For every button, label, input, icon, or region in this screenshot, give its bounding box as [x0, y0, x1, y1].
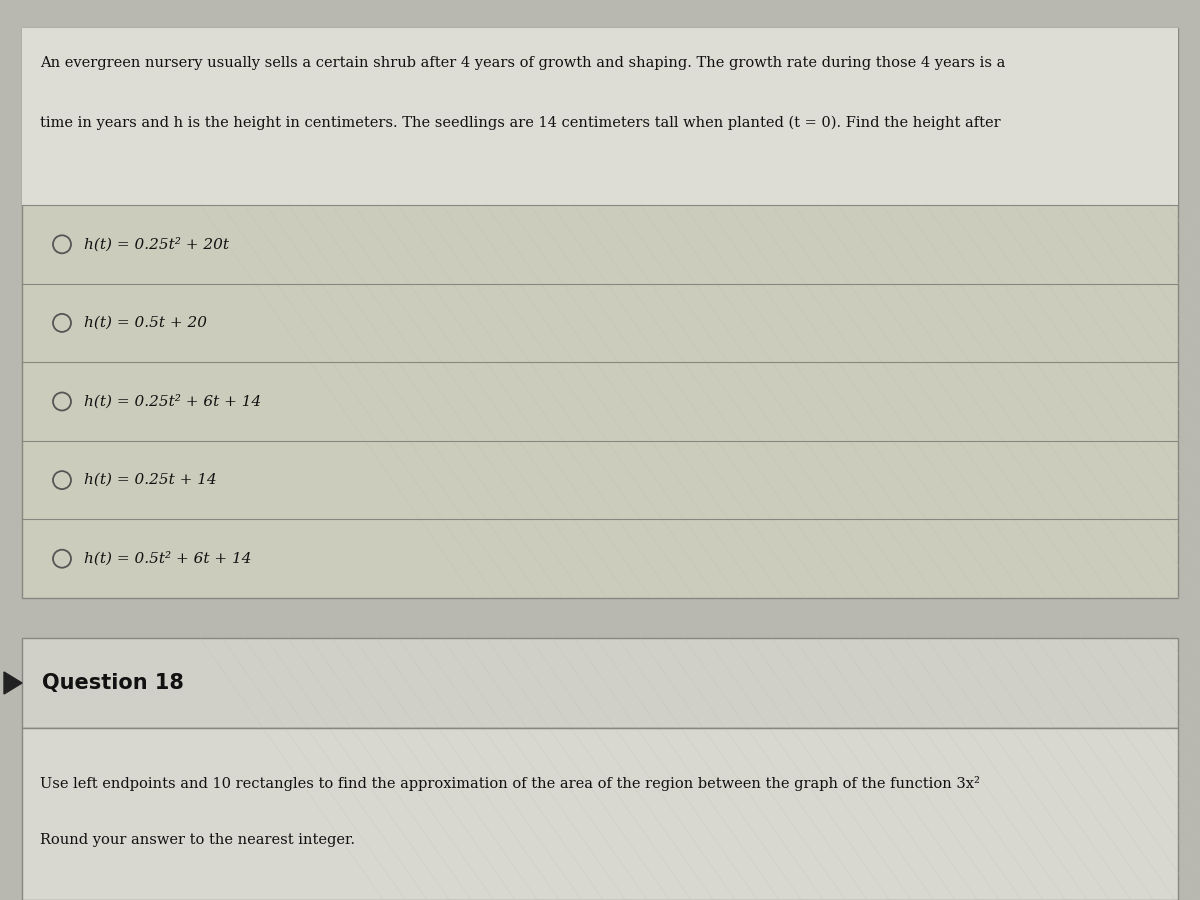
Text: h(t) = 0.25t² + 6t + 14: h(t) = 0.25t² + 6t + 14: [84, 394, 262, 409]
Text: Round your answer to the nearest integer.: Round your answer to the nearest integer…: [40, 833, 355, 847]
Bar: [22, 28, 1178, 205]
Text: h(t) = 0.25t + 14: h(t) = 0.25t + 14: [84, 473, 217, 487]
Polygon shape: [4, 672, 22, 694]
Text: Use left endpoints and 10 rectangles to find the approximation of the area of th: Use left endpoints and 10 rectangles to …: [40, 776, 980, 791]
Text: Question 18: Question 18: [42, 673, 184, 693]
Text: time in years and h is the height in centimeters. The seedlings are 14 centimete: time in years and h is the height in cen…: [40, 116, 1001, 130]
Bar: [22, 728, 1178, 900]
Bar: [22, 28, 1178, 598]
Text: h(t) = 0.5t + 20: h(t) = 0.5t + 20: [84, 316, 208, 330]
Text: h(t) = 0.5t² + 6t + 14: h(t) = 0.5t² + 6t + 14: [84, 552, 252, 566]
Text: An evergreen nursery usually sells a certain shrub after 4 years of growth and s: An evergreen nursery usually sells a cer…: [40, 56, 1006, 70]
Text: h(t) = 0.25t² + 20t: h(t) = 0.25t² + 20t: [84, 237, 229, 251]
Bar: [22, 638, 1178, 728]
